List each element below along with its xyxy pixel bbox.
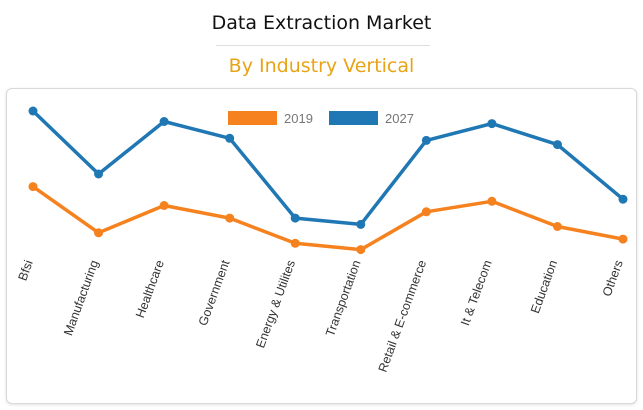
- data-point-2019-retail-e-commerce: [421, 207, 431, 217]
- title-divider: [216, 45, 430, 46]
- data-point-2027-retail-e-commerce: [421, 135, 431, 145]
- data-point-2019-education: [552, 222, 562, 231]
- data-point-2027-bfsi: [28, 106, 38, 116]
- series-line-2027: [31, 109, 625, 227]
- x-tick-label-it-telecom: It & Telecom: [458, 258, 495, 327]
- x-tick-label-energy-utilites: Energy & Utilites: [253, 258, 298, 350]
- x-tick-label-education: Education: [528, 258, 560, 315]
- x-tick-label-retail-e-commerce: Retail & E-commerce: [376, 258, 430, 374]
- data-point-2027-energy-utilites: [290, 213, 300, 223]
- data-point-2027-government: [225, 133, 235, 143]
- legend-swatch-2019: [228, 111, 277, 125]
- x-tick-label-transportation: Transportation: [323, 258, 364, 338]
- x-tick-label-healthcare: Healthcare: [133, 258, 167, 320]
- data-point-2019-healthcare: [159, 201, 169, 210]
- legend-swatch-2027: [329, 111, 378, 125]
- series-line-2019: [31, 184, 625, 252]
- data-point-2019-manufacturing: [94, 228, 104, 238]
- data-point-2027-others: [618, 194, 628, 204]
- legend-label-2027: 2027: [385, 111, 414, 126]
- data-point-2019-transportation: [356, 245, 366, 255]
- x-tick-label-government: Government: [196, 258, 233, 328]
- data-point-2027-transportation: [356, 219, 366, 229]
- chart-subtitle: By Industry Vertical: [228, 55, 415, 77]
- data-point-2019-others: [618, 234, 628, 244]
- data-point-2019-it-telecom: [487, 196, 497, 206]
- x-axis-labels: Bfsi Manufacturing Healthcare Government Ene…: [16, 258, 626, 374]
- x-tick-label-bfsi: Bfsi: [16, 258, 36, 282]
- data-point-2019-energy-utilites: [290, 238, 300, 248]
- series-2019: [28, 182, 628, 255]
- data-point-2027-education: [552, 140, 562, 150]
- data-point-2027-manufacturing: [94, 169, 104, 179]
- x-tick-label-manufacturing: Manufacturing: [61, 258, 101, 337]
- x-tick-label-others: Others: [600, 258, 626, 298]
- chart-title: Data Extraction Market: [211, 12, 432, 34]
- data-point-2019-bfsi: [28, 182, 38, 192]
- legend-label-2019: 2019: [284, 111, 313, 126]
- series-2027: [28, 106, 628, 229]
- data-point-2027-it-telecom: [487, 119, 497, 129]
- data-point-2027-healthcare: [159, 117, 169, 126]
- data-point-2019-government: [225, 213, 235, 223]
- legend: 2019 2027: [228, 111, 414, 126]
